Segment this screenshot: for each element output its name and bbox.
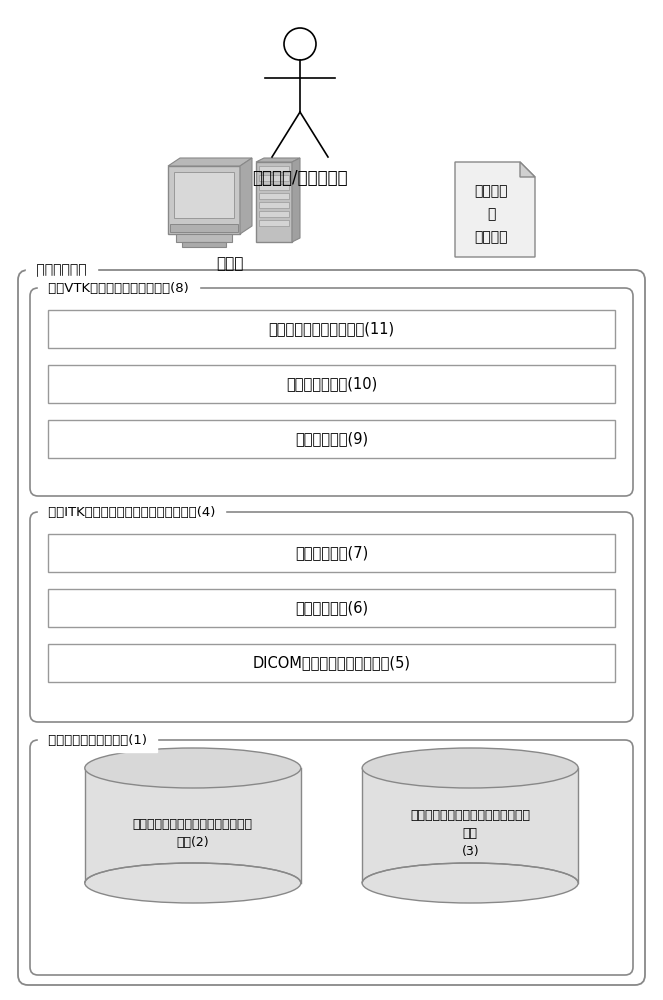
Bar [48,644,615,682]
Bar [259,193,289,199]
Text: 基于VTK的医学可视化应用系统(8): 基于VTK的医学可视化应用系统(8) [44,282,193,294]
Polygon shape [292,158,300,242]
Bar [362,768,578,883]
FancyBboxPatch shape [18,270,645,985]
Bar [259,175,289,181]
Bar [259,220,289,226]
Bar [259,184,289,190]
Bar [170,224,238,232]
Bar [85,768,301,883]
Ellipse shape [362,748,578,788]
Text: 图像处理模块(6): 图像处理模块(6) [295,600,368,615]
Text: 操作者整个操作过程的记录信息存储
模块
(3): 操作者整个操作过程的记录信息存储 模块 (3) [410,809,530,858]
Text: 图像接收模块(9): 图像接收模块(9) [295,432,368,446]
Text: 医学信息数据存储系统(1): 医学信息数据存储系统(1) [44,734,151,746]
Bar [48,365,615,403]
Bar [48,589,615,627]
Ellipse shape [85,863,301,903]
Bar [48,310,615,348]
Bar [168,166,240,234]
Text: 体绘制处理模块(10): 体绘制处理模块(10) [286,376,377,391]
Text: 前端显示与对象删除模块(11): 前端显示与对象删除模块(11) [269,322,394,336]
Text: 计算机: 计算机 [216,256,244,271]
FancyBboxPatch shape [30,288,633,496]
Polygon shape [256,158,300,162]
Text: 典型临床病例的术区医学影像信息存
模块(2): 典型临床病例的术区医学影像信息存 模块(2) [133,818,253,849]
Text: 基于ITK的医学影像处理与分析应用系统(4): 基于ITK的医学影像处理与分析应用系统(4) [44,506,219,518]
Polygon shape [455,162,535,257]
Text: 模拟训练系统: 模拟训练系统 [32,263,91,277]
Text: 图像传输模块(7): 图像传输模块(7) [295,546,368,560]
Text: DICOM格式影像序列读取模块(5): DICOM格式影像序列读取模块(5) [253,656,410,670]
FancyBboxPatch shape [30,740,633,975]
Bar [48,534,615,572]
Bar [256,162,292,242]
Polygon shape [168,158,252,166]
Text: 医学资料
和
操作手册: 医学资料 和 操作手册 [474,185,508,244]
Ellipse shape [85,748,301,788]
Bar [174,172,234,218]
FancyBboxPatch shape [30,512,633,722]
Bar [259,166,289,172]
Polygon shape [520,162,535,177]
Bar [182,242,226,247]
Ellipse shape [362,863,578,903]
Polygon shape [240,158,252,234]
Bar [259,202,289,208]
Bar [48,420,615,458]
Text: 外科医生/医学院学员: 外科医生/医学院学员 [252,169,348,187]
Bar [259,211,289,217]
Bar [176,234,232,242]
